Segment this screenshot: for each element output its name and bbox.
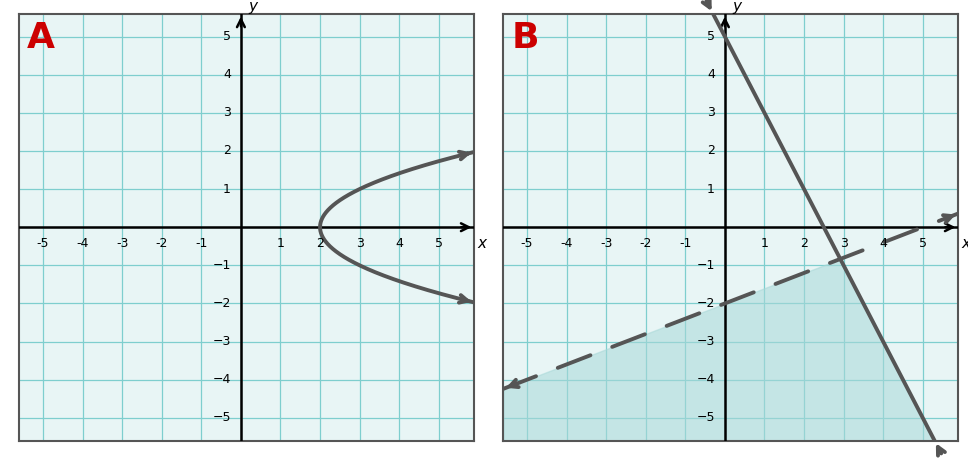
Text: -4: -4 xyxy=(76,237,89,250)
Text: -5: -5 xyxy=(521,237,533,250)
Text: 3: 3 xyxy=(224,106,231,119)
Text: 2: 2 xyxy=(801,237,808,250)
Text: 1: 1 xyxy=(277,237,285,250)
Text: -5: -5 xyxy=(37,237,49,250)
Text: 1: 1 xyxy=(708,183,715,196)
Text: −2: −2 xyxy=(213,297,231,310)
Text: −3: −3 xyxy=(213,335,231,348)
Text: −4: −4 xyxy=(697,373,715,386)
Text: 1: 1 xyxy=(224,183,231,196)
Text: y: y xyxy=(732,0,741,14)
Text: 1: 1 xyxy=(761,237,769,250)
Text: 4: 4 xyxy=(395,237,403,250)
Text: −1: −1 xyxy=(697,259,715,272)
Text: 4: 4 xyxy=(879,237,887,250)
Text: 3: 3 xyxy=(839,237,848,250)
Text: -4: -4 xyxy=(560,237,573,250)
Text: −3: −3 xyxy=(697,335,715,348)
Text: y: y xyxy=(248,0,257,14)
Text: -3: -3 xyxy=(116,237,129,250)
Text: -2: -2 xyxy=(156,237,168,250)
Text: x: x xyxy=(961,235,968,251)
Text: −2: −2 xyxy=(697,297,715,310)
Text: 4: 4 xyxy=(708,68,715,81)
Text: A: A xyxy=(27,22,55,56)
Text: 4: 4 xyxy=(224,68,231,81)
Text: -2: -2 xyxy=(640,237,652,250)
Text: 5: 5 xyxy=(707,30,715,43)
Text: -3: -3 xyxy=(600,237,613,250)
Text: -1: -1 xyxy=(680,237,691,250)
Text: −1: −1 xyxy=(213,259,231,272)
Text: −5: −5 xyxy=(213,411,231,424)
Text: 3: 3 xyxy=(708,106,715,119)
Text: 2: 2 xyxy=(708,145,715,157)
Text: 5: 5 xyxy=(223,30,231,43)
Text: x: x xyxy=(477,235,487,251)
Text: B: B xyxy=(511,22,539,56)
Text: −5: −5 xyxy=(697,411,715,424)
Text: 2: 2 xyxy=(317,237,324,250)
Text: −4: −4 xyxy=(213,373,231,386)
Text: -1: -1 xyxy=(196,237,207,250)
Text: 5: 5 xyxy=(435,237,442,250)
Text: 5: 5 xyxy=(919,237,926,250)
Text: 2: 2 xyxy=(224,145,231,157)
Text: 3: 3 xyxy=(355,237,364,250)
